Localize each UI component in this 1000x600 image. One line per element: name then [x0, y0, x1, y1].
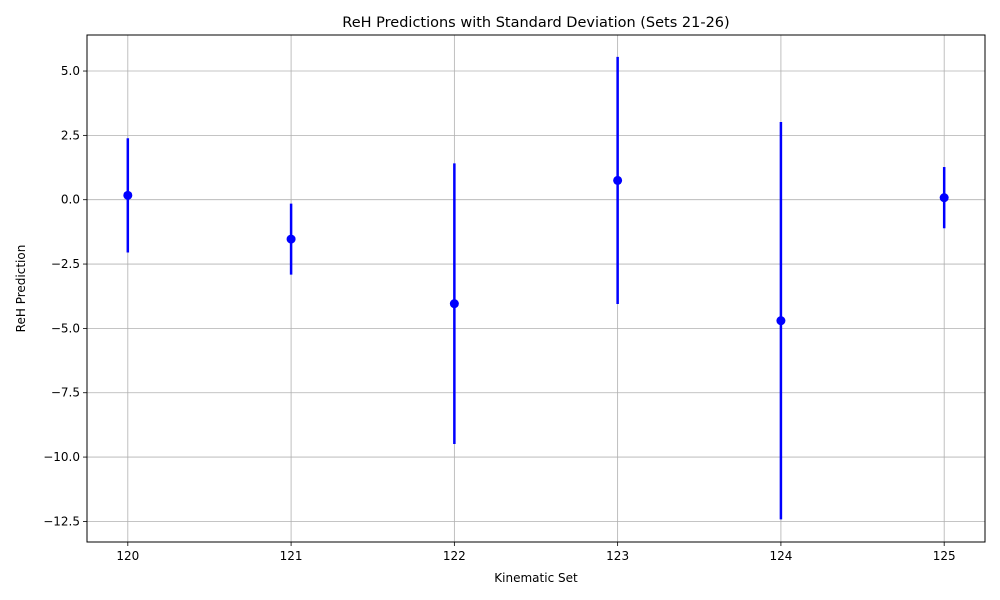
error-bars [126, 56, 946, 520]
x-tick-label: 125 [933, 549, 956, 563]
y-axis-label: ReH Prediction [14, 245, 28, 333]
data-point [449, 299, 459, 309]
x-tick-label: 124 [769, 549, 792, 563]
data-point [286, 234, 296, 244]
x-tick-label: 122 [443, 549, 466, 563]
y-tick-label: −2.5 [51, 257, 80, 271]
y-tick-label: −12.5 [43, 514, 80, 528]
chart-title: ReH Predictions with Standard Deviation … [342, 15, 729, 31]
grid [87, 35, 985, 542]
data-point [613, 175, 623, 185]
x-tick-label: 121 [280, 549, 303, 563]
x-axis-label: Kinematic Set [494, 571, 578, 585]
y-tick-label: 5.0 [61, 64, 80, 78]
data-points [123, 175, 949, 326]
y-tick-label: 0.0 [61, 193, 80, 207]
y-tick-label: 2.5 [61, 128, 80, 142]
y-tick-label: −5.0 [51, 321, 80, 335]
y-tick-label: −10.0 [43, 450, 80, 464]
y-tick-label: −7.5 [51, 386, 80, 400]
y-ticks: 5.0 2.5 0.0 −2.5 −5.0 −7.5 −10.0 −12.5 [43, 64, 87, 528]
x-tick-label: 123 [606, 549, 629, 563]
data-point [776, 316, 786, 326]
data-point [123, 190, 133, 200]
x-tick-label: 120 [116, 549, 139, 563]
data-point [939, 193, 949, 203]
x-ticks: 120 121 122 123 124 125 [116, 542, 956, 563]
axes-frame [86, 34, 986, 543]
